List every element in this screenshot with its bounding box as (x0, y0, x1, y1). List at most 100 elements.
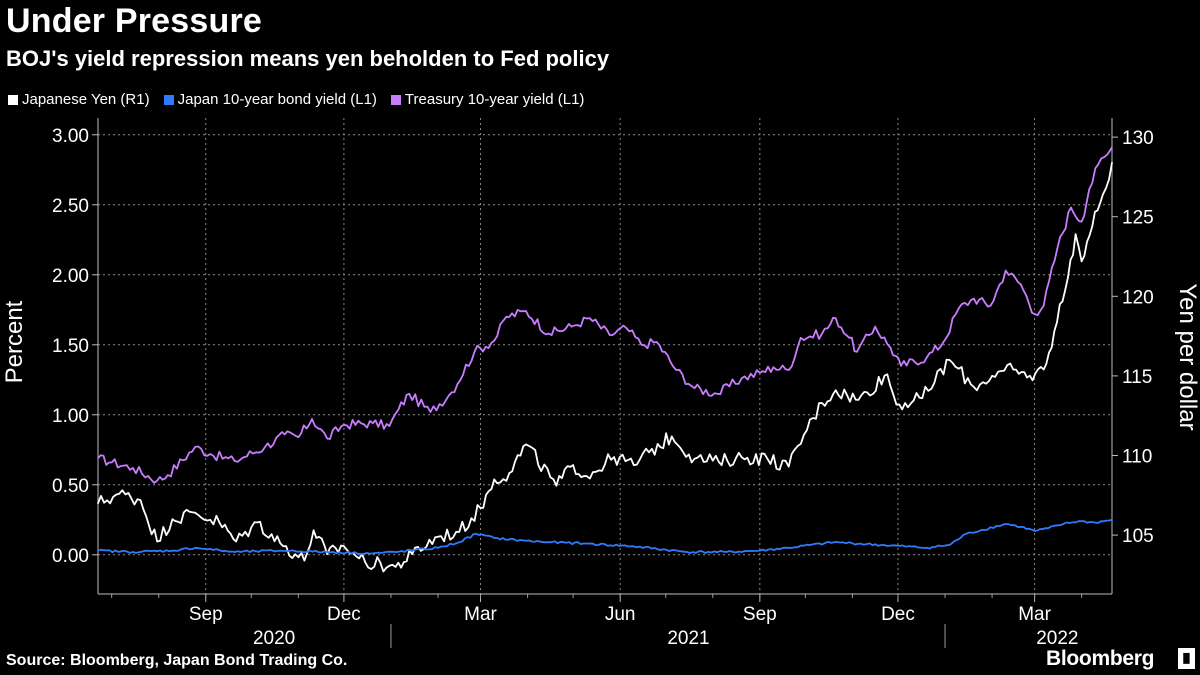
yen-line-point (1053, 330, 1056, 333)
chart-subtitle: BOJ's yield repression means yen beholde… (6, 46, 610, 71)
left-axis-tick-label: 0.00 (52, 546, 89, 567)
legend-item-yen: Japanese Yen (R1) (8, 91, 150, 108)
yen-line-point (235, 540, 237, 543)
yen-line-point (740, 456, 743, 458)
jgb-yield-line-point (372, 552, 374, 555)
treasury-yield-line-point (1042, 304, 1045, 307)
yen-line-point (586, 475, 588, 478)
jgb-yield-line (97, 518, 1113, 555)
treasury-yield-line-point (772, 366, 775, 369)
yen-line-point (1026, 376, 1028, 379)
treasury-yield-line-point (740, 377, 743, 380)
yen-line-point (693, 457, 696, 460)
yen-line-point (525, 443, 527, 446)
treasury-yield-line-point (856, 351, 858, 353)
left-axis-tick-label: 2.50 (52, 196, 89, 217)
treasury-yield-line-point (989, 304, 992, 307)
left-axis-tick-label: 2.00 (52, 266, 89, 287)
treasury-yield-line-point (311, 418, 313, 420)
yen-line-point (394, 566, 397, 568)
jgb-yield-line-point (493, 537, 496, 539)
gridlines (98, 118, 1112, 594)
treasury-yield-line-point (283, 433, 286, 436)
yen-line-point (194, 512, 196, 514)
treasury-yield-line-point (233, 460, 236, 462)
treasury-yield-line-point (97, 457, 99, 460)
yen-line-point (718, 461, 720, 463)
yen-line (97, 162, 1113, 573)
treasury-yield-line-point (957, 307, 960, 310)
source-note: Source: Bloomberg, Japan Bond Trading Co… (6, 652, 348, 669)
treasury-yield-line-point (693, 387, 696, 390)
jgb-yield-line-point (725, 551, 728, 553)
yen-line-point (921, 397, 924, 400)
jgb-yield-line-point (586, 542, 588, 545)
yen-line-point (508, 472, 511, 474)
jgb-yield-line-point (171, 549, 174, 552)
yen-line-point (834, 389, 837, 392)
treasury-yield-line-point (834, 317, 837, 320)
treasury-yield-line-point (429, 411, 432, 413)
legend-label-yen: Japanese Yen (R1) (22, 91, 150, 108)
x-axis-month-label: Mar (464, 604, 497, 625)
treasury-yield-line-point (1097, 163, 1100, 165)
yen-line-point (1111, 161, 1113, 164)
yen-line-point (572, 464, 574, 466)
jgb-yield-line-point (1094, 521, 1097, 524)
yen-line-point (766, 457, 769, 460)
chart-title: Under Pressure (6, 2, 263, 40)
yen-line-point (948, 359, 951, 361)
yen-line-point (458, 531, 461, 533)
treasury-yield-line-point (209, 453, 212, 455)
bloomberg-terminal-logo-icon: █ (1178, 648, 1195, 669)
treasury-yield-line-point (625, 327, 628, 329)
treasury-yield-line-point (640, 344, 643, 346)
jgb-yield-line-point (1047, 527, 1049, 529)
treasury-yield-line-point (675, 369, 678, 371)
treasury-yield-line (97, 146, 1113, 484)
yen-line-point (326, 553, 329, 555)
x-axis-month-label: Dec (881, 604, 915, 625)
right-axis-tick-label: 110 (1122, 446, 1152, 467)
yen-line-point (648, 451, 650, 454)
treasury-yield-line-point (889, 346, 892, 349)
treasury-yield-line-point (132, 467, 134, 469)
x-axis-month-label: Sep (189, 604, 223, 625)
yen-line-point (411, 553, 414, 555)
right-axis-tick-label: 125 (1122, 208, 1154, 229)
legend-item-treasury: Treasury 10-year yield (L1) (390, 91, 585, 108)
treasury-yield-line-point (874, 325, 876, 328)
legend-label-treasury: Treasury 10-year yield (L1) (404, 91, 585, 108)
jgb-yield-line-point (233, 551, 236, 553)
yen-line-point (303, 559, 306, 562)
x-axis-year-label: 2022 (1036, 628, 1078, 649)
treasury-yield-line-point (493, 339, 496, 342)
left-axis-label: Percent (1, 300, 28, 383)
yen-line-point (1080, 260, 1083, 263)
treasury-yield-line-point (787, 369, 790, 371)
left-axis-tick-label: 3.00 (52, 126, 89, 147)
jgb-yield-line-point (132, 551, 134, 553)
jgb-yield-line-point (394, 551, 397, 553)
treasury-yield-line-point (608, 334, 611, 336)
jgb-yield-line-point (1004, 523, 1007, 525)
jgb-yield-line-point (458, 541, 461, 543)
yen-line-point (1102, 193, 1104, 196)
treasury-yield-line-point (397, 408, 400, 411)
yen-line-point (821, 402, 823, 404)
treasury-yield-line-point (848, 337, 851, 339)
jgb-yield-line-point (948, 544, 951, 546)
yen-line-point (256, 521, 259, 524)
treasury-yield-line-point (156, 479, 158, 482)
yen-line-point (218, 521, 221, 524)
jgb-yield-line-point (194, 547, 196, 549)
jgb-yield-line-point (787, 547, 790, 549)
yen-line-point (437, 535, 439, 538)
yen-line-point (1042, 368, 1045, 371)
chart-legend: Japanese Yen (R1) Japan 10-year bond yie… (8, 91, 598, 108)
treasury-yield-line-point (570, 325, 573, 328)
treasury-yield-line-point (110, 461, 113, 464)
jgb-yield-line-point (965, 533, 968, 535)
yen-line-point (803, 434, 805, 436)
